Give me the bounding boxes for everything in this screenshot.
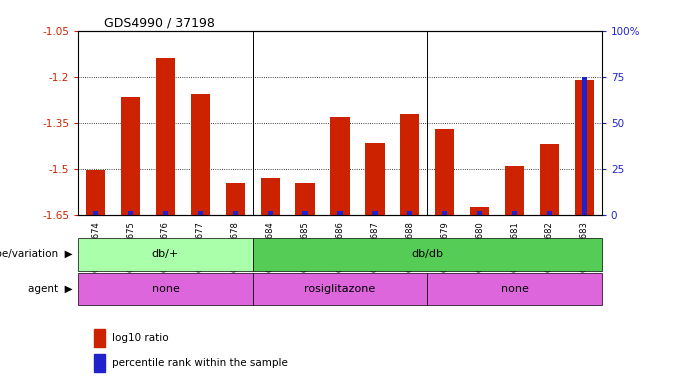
Bar [547,211,552,215]
Bar [427,273,602,305]
Text: db/+: db/+ [152,249,179,260]
Text: rosiglitazone: rosiglitazone [305,284,375,294]
Text: genotype/variation  ▶: genotype/variation ▶ [0,249,73,260]
Bar [442,211,447,215]
Bar [512,211,517,215]
Text: none: none [152,284,180,294]
Bar [128,211,133,215]
Bar [226,183,245,215]
Bar [267,211,273,215]
Bar [470,207,489,215]
Bar [435,129,454,215]
Bar [94,354,105,372]
Bar [198,211,203,215]
Bar [94,329,105,347]
Bar [303,211,308,215]
Bar [86,170,105,215]
Bar [505,166,524,215]
Bar [330,117,350,215]
Bar [372,211,377,215]
Bar [121,97,140,215]
Bar [156,58,175,215]
Text: none: none [500,284,528,294]
Bar [260,178,279,215]
Text: percentile rank within the sample: percentile rank within the sample [112,358,288,368]
Bar [477,211,482,215]
Bar [365,143,384,215]
Bar [78,238,253,271]
Bar [191,94,210,215]
Bar [575,80,594,215]
Bar [253,238,602,271]
Bar [296,183,315,215]
Bar [253,273,427,305]
Text: db/db: db/db [411,249,443,260]
Text: agent  ▶: agent ▶ [29,284,73,294]
Text: log10 ratio: log10 ratio [112,333,169,343]
Bar [401,114,420,215]
Text: GDS4990 / 37198: GDS4990 / 37198 [105,17,216,30]
Bar [93,211,99,215]
Bar [581,77,587,215]
Bar [540,144,559,215]
Bar [163,211,168,215]
Bar [233,211,238,215]
Bar [407,211,413,215]
Bar [337,211,343,215]
Bar [78,273,253,305]
